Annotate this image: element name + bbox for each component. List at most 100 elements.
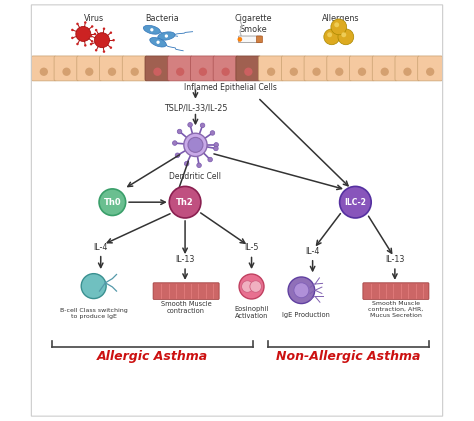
Circle shape — [175, 153, 180, 157]
Text: Inflamed Epithelial Cells: Inflamed Epithelial Cells — [184, 83, 277, 91]
Circle shape — [90, 35, 92, 37]
Circle shape — [214, 143, 219, 147]
Circle shape — [84, 21, 87, 24]
Circle shape — [184, 133, 207, 157]
Circle shape — [403, 68, 411, 76]
Text: IL-4: IL-4 — [93, 242, 108, 252]
FancyBboxPatch shape — [191, 56, 215, 81]
FancyBboxPatch shape — [395, 56, 420, 81]
Circle shape — [176, 68, 184, 76]
FancyBboxPatch shape — [256, 36, 262, 43]
FancyBboxPatch shape — [54, 56, 79, 81]
Text: Cigarette
Smoke: Cigarette Smoke — [235, 14, 273, 34]
Circle shape — [294, 283, 309, 298]
Circle shape — [221, 68, 230, 76]
FancyBboxPatch shape — [363, 283, 429, 299]
Text: B-cell Class switching
to produce IgE: B-cell Class switching to produce IgE — [60, 308, 128, 319]
Circle shape — [71, 37, 73, 39]
FancyBboxPatch shape — [145, 56, 170, 81]
Circle shape — [95, 29, 98, 31]
Text: IL-4: IL-4 — [305, 247, 320, 256]
Circle shape — [242, 281, 253, 292]
Circle shape — [290, 68, 298, 76]
Text: Th2: Th2 — [176, 198, 194, 207]
FancyBboxPatch shape — [100, 56, 125, 81]
Circle shape — [184, 161, 189, 166]
FancyBboxPatch shape — [122, 56, 147, 81]
Text: Eosinophil
Activation: Eosinophil Activation — [235, 306, 269, 319]
Text: IgE Production: IgE Production — [282, 312, 329, 318]
Circle shape — [103, 51, 105, 53]
Text: Virus: Virus — [83, 14, 104, 24]
Circle shape — [95, 49, 98, 51]
Text: Dendritic Cell: Dendritic Cell — [170, 172, 221, 181]
FancyBboxPatch shape — [372, 56, 397, 81]
Circle shape — [267, 68, 275, 76]
Circle shape — [85, 68, 93, 76]
Text: IL-13: IL-13 — [385, 255, 404, 264]
Text: IL-5: IL-5 — [244, 243, 259, 253]
Circle shape — [164, 35, 168, 37]
FancyBboxPatch shape — [259, 56, 283, 81]
Circle shape — [103, 27, 105, 30]
FancyBboxPatch shape — [282, 56, 306, 81]
Circle shape — [76, 27, 91, 41]
FancyBboxPatch shape — [236, 56, 261, 81]
Circle shape — [63, 68, 71, 76]
Circle shape — [90, 43, 92, 45]
FancyBboxPatch shape — [349, 56, 374, 81]
Text: Bacteria: Bacteria — [146, 14, 179, 24]
Ellipse shape — [158, 32, 175, 40]
Circle shape — [112, 39, 115, 41]
Circle shape — [208, 157, 212, 162]
Circle shape — [150, 28, 154, 32]
Circle shape — [338, 29, 354, 45]
FancyBboxPatch shape — [327, 56, 352, 81]
Circle shape — [91, 25, 93, 28]
Circle shape — [324, 29, 339, 45]
Circle shape — [358, 68, 366, 76]
Circle shape — [288, 277, 315, 304]
Circle shape — [109, 46, 112, 49]
Text: Non-Allergic Asthma: Non-Allergic Asthma — [276, 350, 420, 363]
Circle shape — [335, 68, 344, 76]
Text: IL-13: IL-13 — [175, 255, 195, 264]
Circle shape — [84, 44, 87, 47]
Text: Allergic Asthma: Allergic Asthma — [97, 350, 208, 363]
FancyBboxPatch shape — [304, 56, 329, 81]
Circle shape — [188, 123, 192, 127]
Circle shape — [426, 68, 434, 76]
FancyBboxPatch shape — [77, 56, 102, 81]
Text: Th0: Th0 — [103, 198, 121, 207]
Circle shape — [341, 32, 346, 37]
Circle shape — [94, 33, 109, 48]
Circle shape — [81, 274, 106, 298]
Circle shape — [197, 163, 201, 168]
Text: Smooth Muscle
contraction, AHR,
Mucus Secretion: Smooth Muscle contraction, AHR, Mucus Se… — [368, 301, 424, 318]
Text: TSLP/IL-33/IL-25: TSLP/IL-33/IL-25 — [164, 103, 227, 112]
Text: Allergens: Allergens — [322, 14, 360, 24]
Circle shape — [76, 43, 79, 45]
Circle shape — [94, 33, 96, 35]
Circle shape — [239, 274, 264, 299]
Circle shape — [327, 32, 332, 37]
FancyBboxPatch shape — [168, 56, 192, 81]
FancyBboxPatch shape — [153, 283, 219, 299]
Circle shape — [381, 68, 389, 76]
Circle shape — [214, 146, 218, 151]
Circle shape — [339, 187, 371, 218]
Circle shape — [173, 141, 177, 145]
Circle shape — [250, 281, 262, 292]
Circle shape — [130, 68, 139, 76]
Ellipse shape — [150, 37, 166, 47]
Circle shape — [199, 68, 207, 76]
Circle shape — [91, 40, 93, 43]
Circle shape — [188, 137, 203, 152]
Circle shape — [76, 23, 79, 25]
Circle shape — [108, 68, 116, 76]
Circle shape — [210, 131, 215, 135]
Circle shape — [244, 68, 253, 76]
Circle shape — [201, 123, 205, 128]
Circle shape — [40, 68, 48, 76]
FancyBboxPatch shape — [213, 56, 238, 81]
